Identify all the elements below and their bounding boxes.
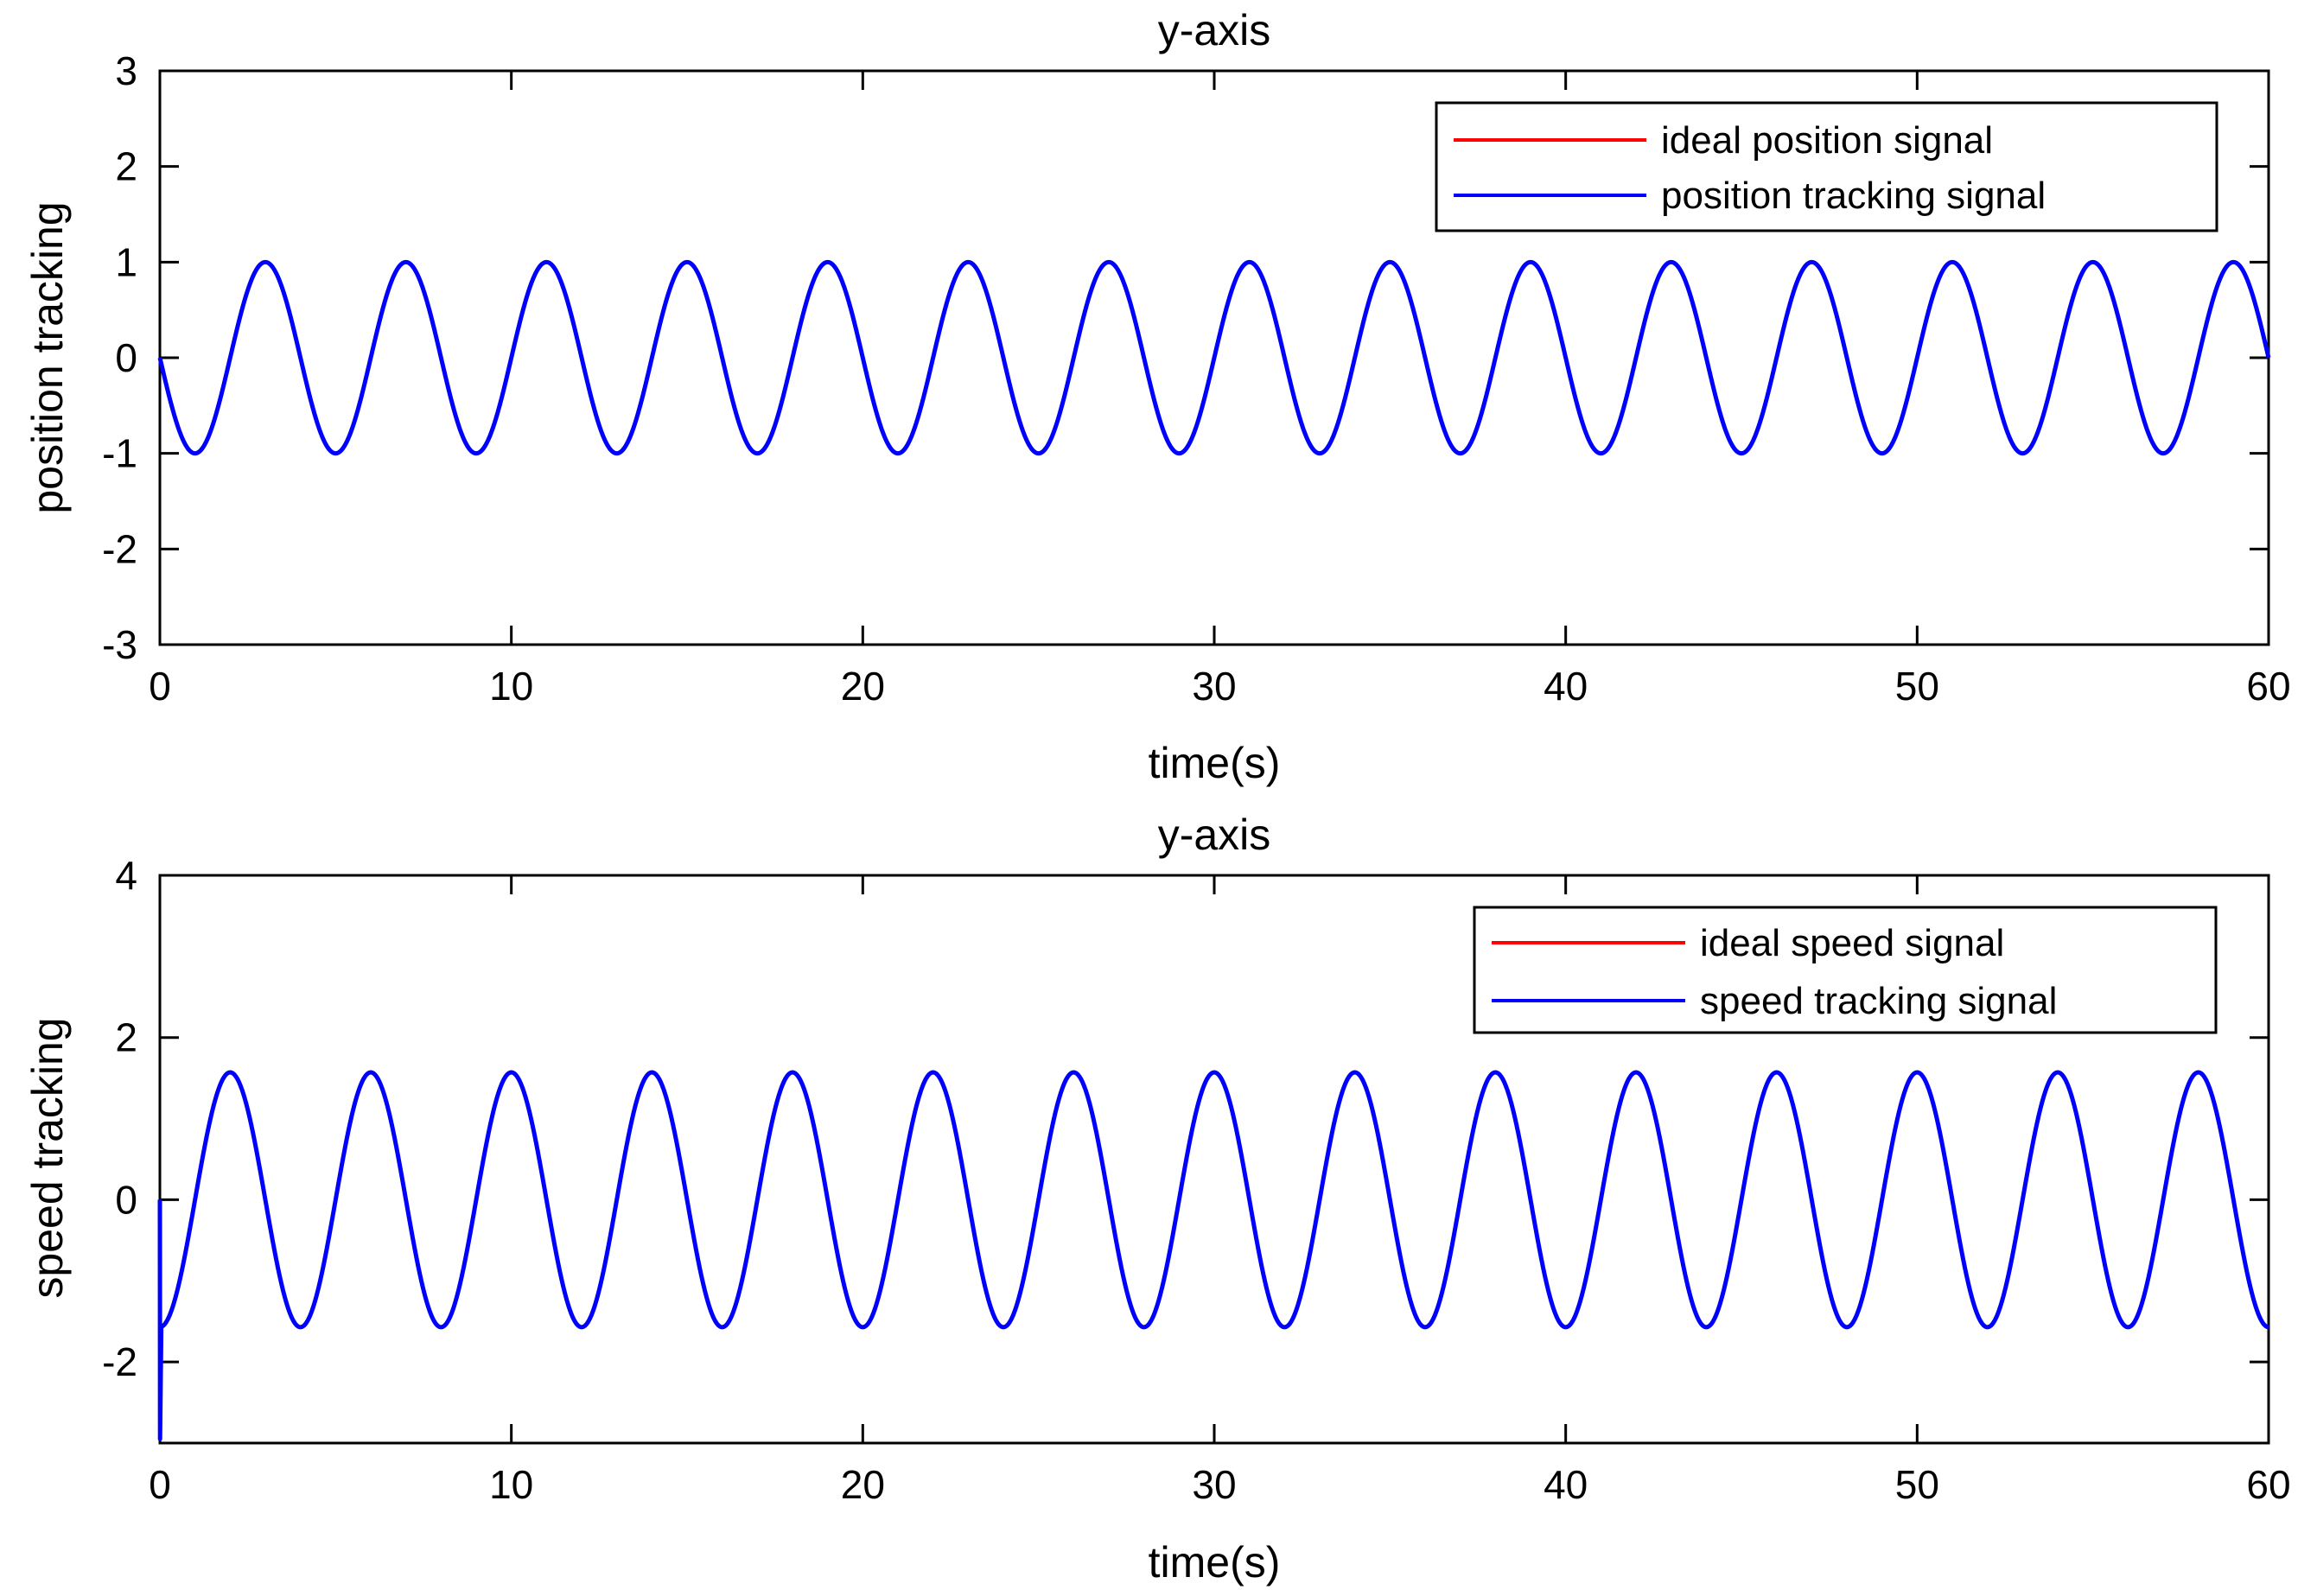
- x-tick-label: 20: [841, 1462, 885, 1507]
- y-tick-label: -1: [102, 431, 137, 476]
- x-tick-label: 10: [489, 1462, 533, 1507]
- x-tick-label: 50: [1895, 664, 1939, 709]
- x-tick-label: 10: [489, 664, 533, 709]
- y-tick-label: -2: [102, 1339, 137, 1384]
- x-tick-label: 50: [1895, 1462, 1939, 1507]
- legend: ideal speed signal speed tracking signal: [1473, 906, 2218, 1034]
- x-tick-label: 60: [2246, 664, 2290, 709]
- y-axis: -2 0 2 4: [102, 853, 2269, 1384]
- legend-box: [1435, 101, 2218, 232]
- legend: ideal position signal position tracking …: [1435, 101, 2218, 232]
- legend-box: [1473, 906, 2218, 1034]
- y-tick-label: -2: [102, 526, 137, 571]
- y-tick-label: 0: [115, 1177, 137, 1222]
- chart-title: y-axis: [1158, 6, 1271, 54]
- chart-title: y-axis: [1158, 811, 1271, 859]
- x-tick-label: 30: [1192, 1462, 1236, 1507]
- x-tick-label: 20: [841, 664, 885, 709]
- y-tick-label: 2: [115, 144, 137, 189]
- x-tick-label: 60: [2246, 1462, 2290, 1507]
- x-axis: 0 10 20 30 40 50 60: [149, 71, 2291, 709]
- x-tick-label: 30: [1192, 664, 1236, 709]
- x-axis: 0 10 20 30 40 50 60: [149, 875, 2291, 1507]
- line-speed-tracking-signal: [157, 1070, 2270, 1441]
- legend-label-ideal-speed: ideal speed signal: [1700, 922, 2004, 964]
- series-lines: [157, 1070, 2270, 1441]
- legend-label-speed-tracking: speed tracking signal: [1700, 980, 2057, 1022]
- x-axis-label: time(s): [1149, 739, 1281, 787]
- y-tick-label: 3: [115, 48, 137, 93]
- y-tick-label: 4: [115, 853, 137, 898]
- x-tick-label: 40: [1544, 1462, 1588, 1507]
- x-tick-label: 0: [149, 1462, 171, 1507]
- series-lines: [157, 259, 2271, 456]
- legend-label-position-tracking: position tracking signal: [1661, 175, 2046, 217]
- y-axis-label: position tracking: [23, 201, 72, 513]
- x-axis-label: time(s): [1149, 1538, 1281, 1586]
- x-tick-label: 0: [149, 664, 171, 709]
- x-tick-label: 40: [1544, 664, 1588, 709]
- y-tick-label: 1: [115, 239, 137, 284]
- speed-chart: y-axis 0 10 20 30 40 50 60 -2 0 2 4 time(s) speed…: [23, 811, 2291, 1586]
- y-tick-label: 2: [115, 1015, 137, 1060]
- line-position-tracking-signal: [157, 259, 2271, 456]
- legend-label-ideal-position: ideal position signal: [1661, 119, 1993, 162]
- y-axis-label: speed tracking: [23, 1017, 72, 1298]
- y-tick-label: 0: [115, 335, 137, 380]
- y-tick-label: -3: [102, 622, 137, 667]
- y-axis: -3 -2 -1 0 1 2 3: [102, 48, 2269, 667]
